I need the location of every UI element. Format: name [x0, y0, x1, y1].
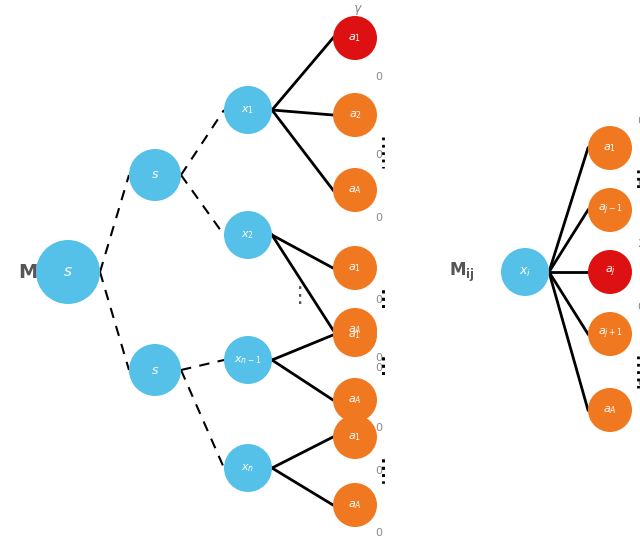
Text: 0: 0 — [375, 363, 382, 373]
Circle shape — [588, 126, 632, 170]
Text: $2\gamma$: $2\gamma$ — [637, 237, 640, 251]
Text: $s$: $s$ — [151, 169, 159, 182]
Circle shape — [224, 444, 272, 492]
Text: $a_1$: $a_1$ — [348, 32, 362, 44]
Circle shape — [588, 188, 632, 232]
Circle shape — [129, 149, 181, 201]
Text: $a_A$: $a_A$ — [348, 324, 362, 336]
Text: $a_A$: $a_A$ — [348, 394, 362, 406]
Circle shape — [333, 483, 377, 527]
Circle shape — [333, 246, 377, 290]
Circle shape — [36, 240, 100, 304]
Text: $0$: $0$ — [637, 176, 640, 188]
Circle shape — [501, 248, 549, 296]
Text: $x_{n-1}$: $x_{n-1}$ — [234, 354, 262, 366]
Circle shape — [588, 312, 632, 356]
Text: 0: 0 — [375, 466, 382, 476]
Circle shape — [333, 16, 377, 60]
Text: $a_j$: $a_j$ — [605, 265, 616, 279]
Text: $a_{j+1}$: $a_{j+1}$ — [598, 327, 622, 341]
Text: 0: 0 — [375, 213, 382, 223]
Text: $\mathbf{M_{ij}}$: $\mathbf{M_{ij}}$ — [449, 261, 475, 283]
Text: $x_1$: $x_1$ — [241, 104, 255, 116]
Text: 0: 0 — [375, 528, 382, 538]
Circle shape — [224, 336, 272, 384]
Text: $x_i$: $x_i$ — [519, 265, 531, 279]
Text: $a_A$: $a_A$ — [348, 184, 362, 196]
Text: $a_1$: $a_1$ — [348, 329, 362, 341]
Circle shape — [333, 378, 377, 422]
Circle shape — [333, 93, 377, 137]
Text: $\mathbf{M}$: $\mathbf{M}$ — [18, 263, 38, 281]
Text: $a_1$: $a_1$ — [604, 142, 616, 154]
Text: $s$: $s$ — [151, 363, 159, 376]
Text: 0: 0 — [375, 423, 382, 433]
Text: $\vdots$: $\vdots$ — [288, 284, 302, 306]
Text: 0: 0 — [375, 150, 382, 160]
Text: $s$: $s$ — [63, 264, 73, 280]
Text: 0: 0 — [375, 295, 382, 305]
Text: $0$: $0$ — [637, 376, 640, 388]
Text: $x_n$: $x_n$ — [241, 462, 255, 474]
Circle shape — [129, 344, 181, 396]
Circle shape — [588, 388, 632, 432]
Text: $a_1$: $a_1$ — [348, 431, 362, 443]
Circle shape — [333, 308, 377, 352]
Text: $\gamma$: $\gamma$ — [353, 3, 363, 17]
Text: $0$: $0$ — [637, 114, 640, 126]
Circle shape — [224, 86, 272, 134]
Text: 0: 0 — [375, 72, 382, 82]
Circle shape — [588, 250, 632, 294]
Text: $a_A$: $a_A$ — [348, 499, 362, 511]
Text: $a_{j-1}$: $a_{j-1}$ — [598, 203, 622, 217]
Circle shape — [333, 168, 377, 212]
Text: $a_1$: $a_1$ — [348, 262, 362, 274]
Text: $x_2$: $x_2$ — [241, 229, 255, 241]
Circle shape — [224, 211, 272, 259]
Text: $a_A$: $a_A$ — [604, 404, 617, 416]
Text: $0$: $0$ — [637, 300, 640, 312]
Text: $a_2$: $a_2$ — [349, 109, 362, 121]
Circle shape — [333, 313, 377, 357]
Circle shape — [333, 415, 377, 459]
Text: 0: 0 — [375, 353, 382, 363]
